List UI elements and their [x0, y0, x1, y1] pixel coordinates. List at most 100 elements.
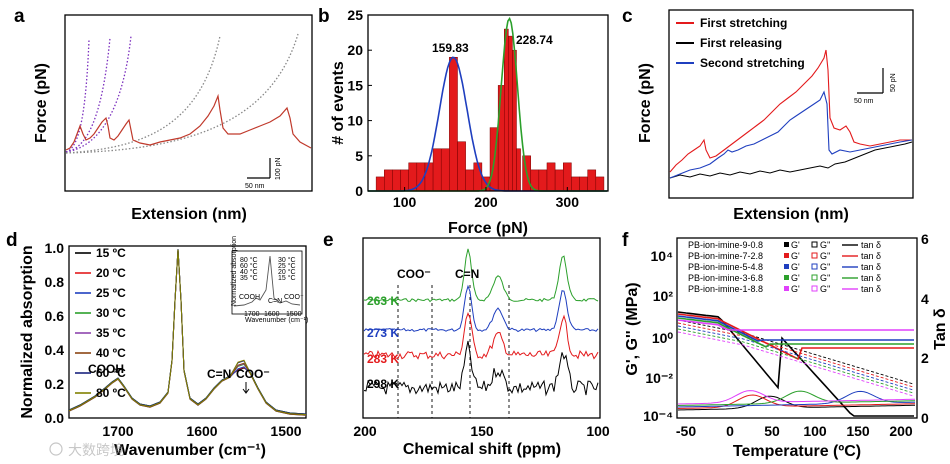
g-prime-curve — [677, 311, 914, 417]
y-tick-label: 10 — [347, 113, 363, 129]
panel-f-legend: PB-ion-imine-9-0.8 G' G'' tan δ PB-ion-imine… — [688, 240, 881, 294]
panel-a-fit-5 — [65, 33, 299, 154]
panel-d-frame — [68, 245, 307, 419]
panel-d-inset-leg-7: 20 °C — [278, 268, 296, 276]
g-prime-curve — [677, 317, 914, 348]
panel-d-inset-xlabel: Wavenumber (cm⁻¹) — [245, 317, 308, 324]
panel-e-label: e — [323, 230, 334, 251]
legend-gprime-marker — [784, 264, 789, 269]
legend-gdoubleprime-marker — [811, 241, 818, 248]
y-tick-label: 25 — [347, 7, 363, 23]
panel-f-ytick-right-1: 2 — [921, 350, 929, 366]
panel-d-ann-cn: C=N — [207, 367, 231, 381]
g-double-prime-curve — [677, 319, 915, 385]
panel-d-inset-ann-cn: C=N — [268, 298, 282, 305]
panel-a-ylabel: Force (pN) — [33, 63, 50, 143]
legend-gprime-marker — [784, 286, 789, 291]
panel-c-scalebar-x-label: 50 nm — [854, 98, 874, 105]
g-double-prime-curve — [677, 331, 915, 397]
panel-a-fit-4 — [65, 35, 221, 154]
panel-f-ytick-left-2: 10⁰ — [652, 330, 674, 346]
legend-tan-label: tan δ — [861, 284, 881, 294]
legend-gprime-marker — [784, 242, 789, 247]
panel-a-fit-3 — [65, 35, 132, 153]
panel-f-xtick-3: 100 — [803, 423, 827, 439]
histogram-bar — [516, 148, 521, 192]
panel-b-frame — [367, 14, 609, 192]
panel-d-ytick-1: 0.2 — [45, 376, 65, 392]
panel-f-yaxis-left: 10⁴ 10² 10⁰ 10⁻² 10⁻⁴ — [643, 248, 673, 424]
histogram-bar — [457, 141, 466, 192]
spectrum-line — [69, 249, 306, 416]
panel-f: f 10⁴ 10² 10⁰ 10⁻² 10⁻⁴ 0 2 4 6 -50 0 50… — [622, 230, 949, 460]
panel-e-xlabel: Chemical shift (ppm) — [403, 441, 561, 458]
legend-sample-name: PB-ion-imine-3-6.8 — [688, 273, 763, 283]
panel-c-trace-releasing — [669, 141, 913, 179]
panel-c-frame — [668, 9, 914, 199]
legend-gdoubleprime-label: G'' — [820, 251, 831, 261]
panel-c: c First stretching First releasing Secon… — [622, 6, 914, 223]
panel-d-inset-leg-2: 60 °C — [240, 262, 258, 270]
panel-c-legend: First stretching First releasing Second … — [676, 16, 805, 70]
panel-d-xtick-0: 1700 — [102, 423, 133, 439]
panel-d-yaxis: 0.0 0.2 0.4 0.6 0.8 1.0 — [45, 240, 65, 426]
panel-d-inset-xtick-2: 1500 — [286, 311, 302, 318]
legend-gdoubleprime-marker — [811, 252, 818, 259]
panel-e-trace-label-298: 298 K — [367, 377, 399, 391]
panel-e-spectra — [363, 248, 599, 397]
panel-d-ytick-0: 0.0 — [45, 410, 65, 426]
legend-gprime-marker — [784, 253, 789, 258]
tan-delta-curve — [677, 394, 915, 409]
panel-c-trace-second-stretching — [669, 90, 913, 179]
panel-f-yaxis-right: 0 2 4 6 — [921, 231, 929, 426]
histogram-bar — [508, 35, 513, 192]
panel-f-label: f — [622, 230, 629, 251]
legend-gdoubleprime-marker — [811, 285, 818, 292]
panel-d-ann-coo: COO⁻ — [236, 367, 270, 381]
panel-d-inset-ann-cooh: COOH — [239, 294, 260, 301]
legend-label: 30 ºC — [96, 306, 126, 320]
panel-c-legend-label-3: Second stretching — [700, 56, 805, 70]
panel-e-xtick-1: 150 — [470, 423, 494, 439]
panel-f-ytick-right-0: 0 — [921, 410, 929, 426]
legend-gprime-label: G' — [791, 240, 800, 250]
panel-d-spectra — [69, 248, 306, 416]
panel-a-scalebar-x-label: 50 nm — [245, 183, 265, 190]
panel-e-ann-coo: COO⁻ — [397, 267, 431, 281]
histogram-bar — [432, 148, 442, 192]
panel-f-xtick-1: 0 — [726, 423, 734, 439]
panel-d-inset-xtick-1: 1600 — [264, 311, 280, 318]
panel-d-xtick-2: 1500 — [270, 423, 301, 439]
y-tick-label: 20 — [347, 42, 363, 58]
panel-c-label: c — [622, 6, 633, 27]
panel-c-scalebar-y-label: 50 pN — [890, 73, 897, 92]
panel-d-xlabel: Wavenumber (cm⁻¹) — [114, 442, 266, 459]
panel-b: b 100 200 300 0 5 10 15 20 25 Force (pN) # of ev… — [318, 6, 609, 237]
panel-c-xlabel: Extension (nm) — [733, 206, 849, 223]
legend-sample-name: PB-ion-imine-5-4.8 — [688, 262, 763, 272]
legend-gprime-label: G' — [791, 262, 800, 272]
histogram-bar — [375, 176, 385, 192]
arrow-icon — [242, 382, 250, 394]
panel-a-frame — [64, 14, 313, 192]
x-tick-label: 100 — [393, 194, 417, 210]
panel-e-trace-label-263: 263 K — [367, 294, 399, 308]
nmr-trace — [363, 248, 599, 303]
tan-delta-curve — [677, 390, 915, 406]
legend-label: 25 ºC — [96, 286, 126, 300]
histogram-bar — [473, 162, 483, 192]
panel-d-inset-leg-6: 25 °C — [278, 262, 296, 270]
panel-f-xtick-4: 150 — [846, 423, 870, 439]
panel-b-chart: 100 200 300 0 5 10 15 20 25 — [347, 7, 609, 210]
panel-d-inset-leg-5: 30 °C — [278, 256, 296, 264]
panel-f-ylabel-right: Tan δ — [932, 308, 949, 350]
panel-d-inset-leg-1: 80 °C — [240, 256, 258, 264]
tan-delta-curve — [677, 390, 915, 408]
panel-f-ytick-right-3: 6 — [921, 231, 929, 247]
histogram-bar — [392, 169, 401, 192]
panel-d: d 0.0 0.2 0.4 0.6 0.8 1.0 1700 1600 1500… — [6, 230, 308, 459]
panel-f-ytick-left-3: 10⁻² — [645, 370, 673, 386]
panel-a-xlabel: Extension (nm) — [131, 206, 247, 223]
panel-b-peak1-label: 159.83 — [432, 41, 469, 55]
